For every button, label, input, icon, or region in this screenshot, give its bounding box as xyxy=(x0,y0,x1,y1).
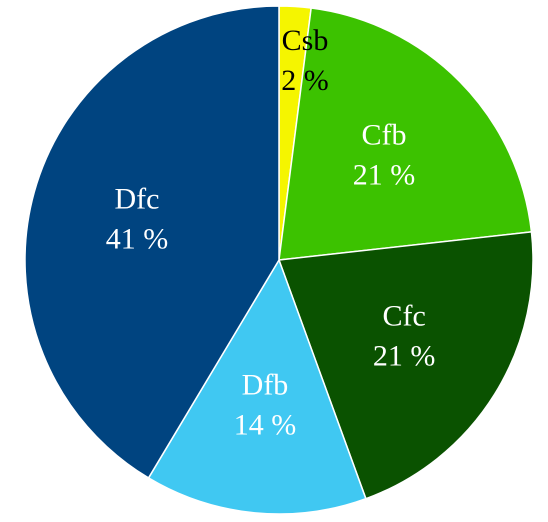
pie-slices xyxy=(24,5,534,515)
slice-value-cfc: 21 % xyxy=(373,340,436,373)
slice-label-dfc: Dfc xyxy=(115,183,160,216)
slice-value-cfb: 21 % xyxy=(353,159,416,192)
pie-slice-dfb xyxy=(147,258,367,515)
pie-slice-dfc xyxy=(24,5,280,479)
pie-labels: Csb 2 % Cfb 21 % Cfc 21 % Dfb 14 % Dfc 41 % xyxy=(106,24,436,442)
slice-label-cfc: Cfc xyxy=(383,300,426,333)
slice-value-dfc: 41 % xyxy=(106,223,169,256)
pie-slice-cfc xyxy=(277,231,534,500)
slice-label-dfb: Dfb xyxy=(242,369,289,402)
slice-label-cfb: Cfb xyxy=(361,119,406,152)
pie-slice-cfb xyxy=(278,7,533,261)
slice-value-csb: 2 % xyxy=(281,64,329,97)
slice-value-dfb: 14 % xyxy=(234,409,297,442)
slice-label-csb: Csb xyxy=(282,24,329,57)
